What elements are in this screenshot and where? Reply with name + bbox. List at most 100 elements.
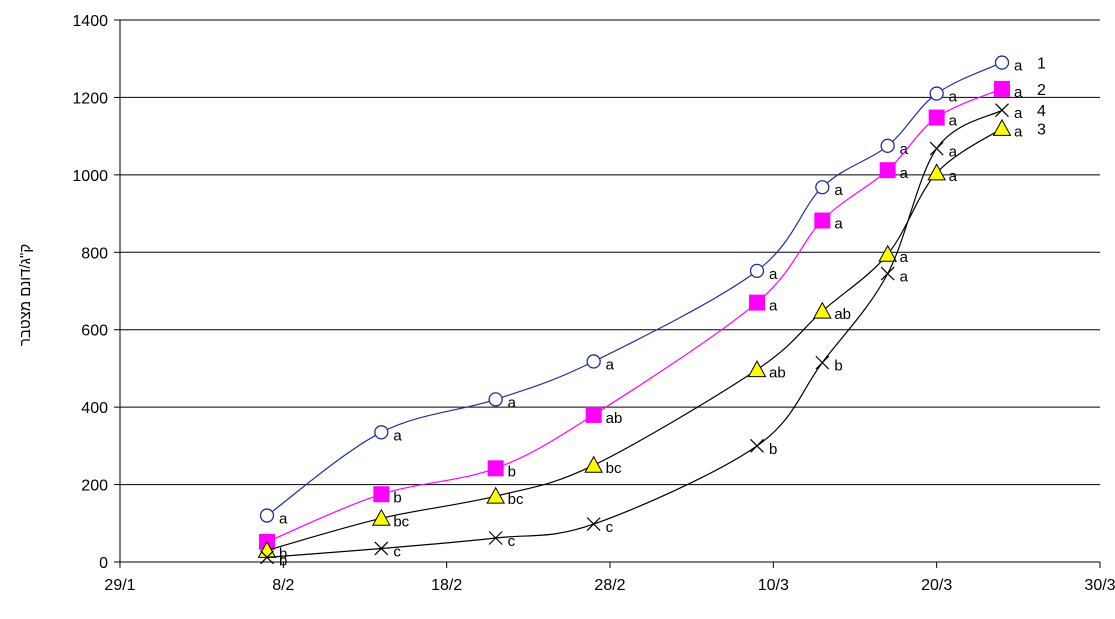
point-marker <box>929 86 944 101</box>
data-label: b <box>279 552 287 569</box>
data-label: a <box>1014 105 1023 122</box>
point-marker <box>815 180 830 195</box>
x-tick-label: 20/3 <box>921 577 952 594</box>
point-marker <box>749 263 765 279</box>
point-marker <box>928 109 945 126</box>
point-marker <box>994 80 1010 97</box>
series-line-4 <box>266 109 1003 558</box>
point-marker <box>929 141 944 156</box>
data-label: a <box>949 89 958 106</box>
data-label: a <box>769 298 778 315</box>
point-marker <box>815 355 830 370</box>
series-name-label: 3 <box>1037 121 1046 138</box>
data-label: a <box>834 182 843 199</box>
data-label: c <box>393 543 401 560</box>
point-marker <box>260 550 274 565</box>
y-tick-labels: 0 200 400 600 800 1000 1200 1400 <box>72 13 108 572</box>
point-marker <box>880 266 895 281</box>
point-marker <box>586 517 601 531</box>
point-marker <box>880 138 895 153</box>
point-marker <box>750 438 764 453</box>
point-marker <box>488 392 503 407</box>
data-label: a <box>949 113 958 130</box>
point-marker <box>371 508 391 526</box>
data-label: c <box>508 533 516 550</box>
point-marker <box>488 531 503 545</box>
data-label: bc <box>393 513 409 530</box>
data-label: a <box>900 249 909 266</box>
y-tick-label: 1200 <box>72 90 108 107</box>
y-tick-label: 600 <box>81 323 108 340</box>
y-axis-label: ק"ג/דונם מצטבר <box>17 244 34 346</box>
x-tick-label: 28/2 <box>594 577 625 594</box>
point-marker <box>995 103 1009 118</box>
data-label: a <box>900 269 909 286</box>
data-label: ab <box>834 306 851 323</box>
data-label: a <box>1014 84 1023 101</box>
x-tick-label: 29/1 <box>104 577 135 594</box>
x-tick-label: 18/2 <box>431 577 462 594</box>
data-label: b <box>393 489 401 506</box>
point-marker <box>878 244 898 262</box>
point-marker <box>749 294 765 311</box>
point-marker <box>584 455 604 473</box>
y-tick-label: 800 <box>81 245 108 262</box>
series-name-label: 2 <box>1037 82 1046 99</box>
data-label: ab <box>606 410 623 427</box>
data-label: b <box>279 545 287 562</box>
point-marker <box>812 301 832 319</box>
x-tick-label: 30/3 <box>1084 577 1115 594</box>
data-label: bc <box>508 491 524 508</box>
data-label: a <box>1014 123 1023 140</box>
gridlines <box>120 19 1100 486</box>
series-line-3 <box>266 127 1003 551</box>
point-marker <box>374 541 389 556</box>
x-tick-label: 8/2 <box>272 577 294 594</box>
series-name-label: 1 <box>1037 56 1046 73</box>
series-name-label: 4 <box>1037 103 1046 120</box>
y-tick-label: 200 <box>81 478 108 495</box>
data-label: a <box>900 141 909 158</box>
point-marker <box>373 486 390 503</box>
x-tick-labels: 29/1 8/2 18/2 28/2 10/3 20/3 30/3 <box>104 577 1115 594</box>
data-label: a <box>834 216 843 233</box>
data-label: a <box>1014 58 1023 75</box>
point-marker <box>586 354 601 369</box>
y-tick-label: 0 <box>99 555 108 572</box>
point-marker <box>487 460 504 477</box>
data-label: b <box>769 441 777 458</box>
series-line-1 <box>266 62 1003 517</box>
point-marker <box>486 486 506 504</box>
data-label: ab <box>769 365 786 382</box>
point-marker <box>259 508 275 523</box>
data-label: a <box>508 394 517 411</box>
data-label: a <box>393 427 402 444</box>
data-label: a <box>949 144 958 161</box>
y-tick-label: 400 <box>81 400 108 417</box>
data-label: a <box>769 266 778 283</box>
x-tick-label: 10/3 <box>758 577 789 594</box>
data-label: a <box>900 165 909 182</box>
data-label: a <box>279 511 288 528</box>
point-marker <box>374 425 389 440</box>
point-marker <box>879 162 896 179</box>
axes <box>114 19 1101 568</box>
point-marker <box>747 360 767 378</box>
data-label: a <box>949 168 958 185</box>
y-tick-label: 1000 <box>72 168 108 185</box>
point-marker <box>992 118 1012 136</box>
point-marker <box>927 163 947 181</box>
point-marker <box>994 55 1010 70</box>
y-tick-label: 1400 <box>72 13 108 30</box>
data-label: bc <box>606 460 622 477</box>
data-label: a <box>606 356 615 373</box>
point-marker <box>814 212 831 229</box>
data-label: b <box>508 463 516 480</box>
data-label: c <box>606 519 614 536</box>
series-line-2 <box>266 88 1003 543</box>
point-marker <box>585 406 602 423</box>
